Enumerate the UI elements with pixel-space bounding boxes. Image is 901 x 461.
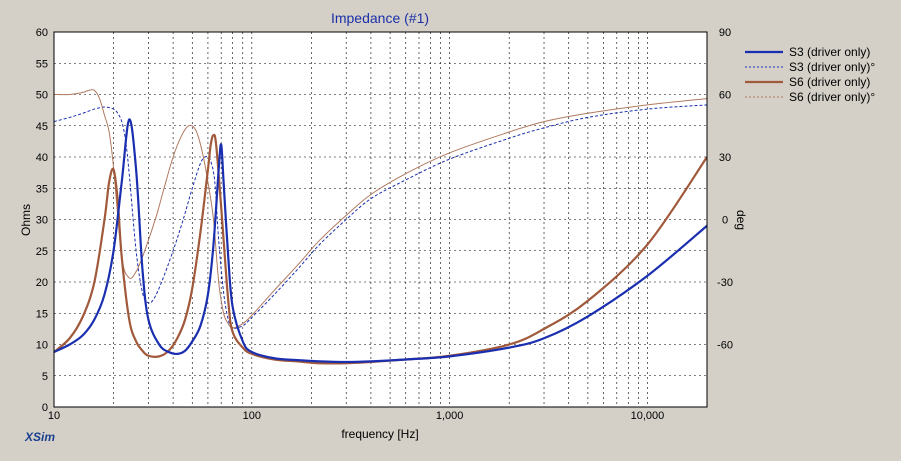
brand-logo: XSim [24, 430, 55, 444]
series-line-1 [54, 118, 707, 364]
series-line-2 [54, 104, 707, 329]
chart-title: Impedance (#1) [331, 10, 429, 26]
y-tick-label: 20 [36, 277, 48, 289]
tick-labels: 0 5 10 15 20 25 30 35 40 45 50 55 60 -60 -30 0 30 60 90 10 1… [36, 27, 733, 422]
y-tick-label: 5 [42, 371, 48, 383]
legend: S3 (driver only)S3 (driver only)°S6 (dri… [745, 45, 875, 104]
y-tick-label: 55 [36, 58, 48, 70]
y-tick-label: 40 [36, 152, 48, 164]
x-tick-label: 100 [243, 410, 261, 422]
legend-entry: S6 (driver only)° [789, 90, 875, 104]
y2-axis-label: deg [734, 210, 748, 230]
y-tick-label: 50 [36, 90, 48, 102]
series-line-4 [54, 89, 707, 329]
y-tick-label: 60 [36, 27, 48, 39]
y2-tick-label: 30 [719, 152, 731, 164]
y2-tick-label: 90 [719, 27, 731, 39]
legend-entry: S6 (driver only) [789, 75, 870, 89]
x-tick-label: 10 [48, 410, 60, 422]
y2-tick-label: -30 [717, 277, 733, 289]
x-tick-label: 10,000 [631, 410, 665, 422]
y2-tick-label: -60 [717, 340, 733, 352]
y-tick-label: 35 [36, 183, 48, 195]
y2-tick-label: 60 [719, 90, 731, 102]
y-axis-label: Ohms [19, 204, 33, 236]
legend-entry: S3 (driver only)° [789, 60, 875, 74]
y-tick-label: 0 [42, 402, 48, 414]
series-layer [54, 89, 707, 365]
y2-tick-label: 0 [722, 215, 728, 227]
y-tick-label: 10 [36, 340, 48, 352]
x-axis-label: frequency [Hz] [341, 427, 418, 441]
y-tick-label: 45 [36, 121, 48, 133]
y-tick-label: 15 [36, 308, 48, 320]
legend-entry: S3 (driver only) [789, 45, 870, 59]
x-tick-label: 1,000 [436, 410, 464, 422]
y-tick-label: 30 [36, 215, 48, 227]
y-tick-label: 25 [36, 246, 48, 258]
plot-frame [53, 31, 708, 408]
